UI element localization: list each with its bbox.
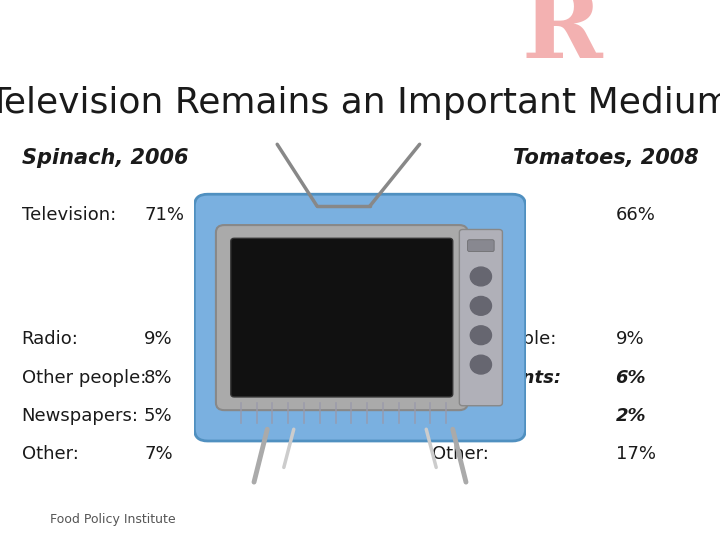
FancyBboxPatch shape: [216, 225, 468, 410]
Text: 66%: 66%: [616, 206, 655, 224]
Text: RUTGERS: RUTGERS: [29, 16, 200, 46]
Text: Radio:: Radio:: [22, 330, 78, 348]
Text: Stores:: Stores:: [432, 407, 505, 425]
Text: Other:: Other:: [432, 445, 489, 463]
Text: 9%: 9%: [144, 330, 173, 348]
Text: Spinach, 2006: Spinach, 2006: [22, 148, 188, 168]
Text: 6%: 6%: [616, 368, 646, 387]
FancyBboxPatch shape: [468, 240, 494, 252]
Text: Television:: Television:: [22, 206, 116, 224]
Text: 71%: 71%: [144, 206, 184, 224]
Text: R: R: [521, 0, 602, 78]
FancyBboxPatch shape: [231, 238, 453, 397]
FancyBboxPatch shape: [459, 230, 503, 406]
Text: 17%: 17%: [616, 445, 656, 463]
Text: Tomatoes, 2008: Tomatoes, 2008: [513, 148, 698, 168]
Text: 8%: 8%: [144, 368, 173, 387]
Circle shape: [470, 267, 492, 286]
Text: 5%: 5%: [144, 407, 173, 425]
Text: Television:: Television:: [432, 206, 526, 224]
Text: Newspapers:: Newspapers:: [22, 407, 138, 425]
Text: Television Remains an Important Medium: Television Remains an Important Medium: [0, 86, 720, 120]
Text: Restaurants:: Restaurants:: [432, 368, 562, 387]
FancyBboxPatch shape: [194, 194, 526, 441]
Circle shape: [470, 296, 492, 315]
Circle shape: [470, 326, 492, 345]
Text: 2%: 2%: [616, 407, 646, 425]
Text: Other people:: Other people:: [22, 368, 146, 387]
Text: 7%: 7%: [144, 445, 173, 463]
Text: Other:: Other:: [22, 445, 78, 463]
Circle shape: [470, 355, 492, 374]
Text: Other people:: Other people:: [432, 330, 557, 348]
Text: Food Policy Institute: Food Policy Institute: [50, 512, 176, 525]
Text: 9%: 9%: [616, 330, 644, 348]
